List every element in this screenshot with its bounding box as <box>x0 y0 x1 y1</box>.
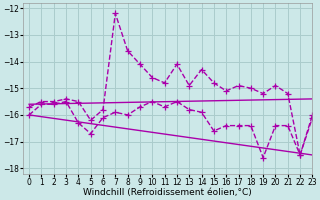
X-axis label: Windchill (Refroidissement éolien,°C): Windchill (Refroidissement éolien,°C) <box>83 188 252 197</box>
